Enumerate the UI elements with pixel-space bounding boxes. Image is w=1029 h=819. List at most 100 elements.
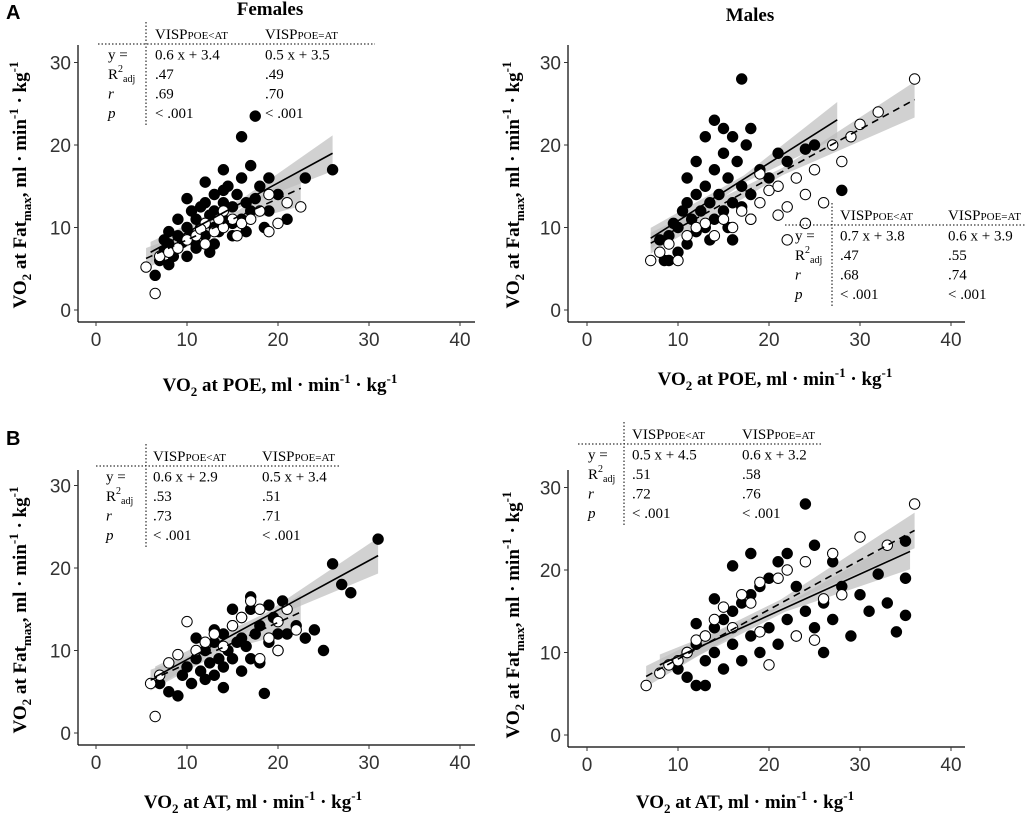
table-value-col2: .58	[742, 467, 761, 483]
table-value-col1: 0.7 x + 3.8	[840, 229, 905, 245]
x-axis-label-sub: 2	[664, 801, 671, 816]
point-visp-poe-lt-at	[699, 679, 711, 692]
stats-table: VISPPOE<AT VISPPOE=ATy = 0.6 x + 3.4 0.5 x …	[98, 22, 375, 126]
panel-label-b: B	[6, 428, 21, 450]
point-visp-poe-lt-at	[299, 632, 311, 644]
y-tick-label: 10	[50, 219, 71, 240]
y-axis-label-part: VO	[503, 280, 524, 308]
table-value-col2: .70	[265, 87, 284, 103]
point-visp-poe-eq-at	[872, 106, 884, 118]
point-visp-poe-eq-at	[726, 221, 739, 234]
point-visp-poe-lt-at	[317, 644, 330, 657]
point-visp-poe-eq-at	[163, 657, 175, 669]
point-visp-poe-eq-at	[817, 593, 830, 605]
x-axis-label-part: at POE, ml · min	[692, 369, 835, 390]
table-row-label-sup: 2	[118, 64, 123, 75]
y-axis-label-part: · kg	[503, 502, 524, 538]
point-visp-poe-lt-at	[708, 164, 721, 176]
table-row-label-part: R	[588, 467, 598, 483]
stats-table: VISPPOE<AT VISPPOE=ATy = 0.6 x + 2.9 0.5 x …	[96, 444, 340, 548]
y-axis-label-part: VO	[10, 280, 31, 308]
x-tick-label: 0	[582, 330, 593, 351]
point-visp-poe-lt-at	[226, 653, 239, 665]
table-row-label-part: R	[108, 67, 118, 83]
table-header-sub: POE<AT	[188, 30, 229, 42]
y-axis-label-part: , ml · min	[10, 544, 31, 623]
point-visp-poe-lt-at	[235, 665, 248, 677]
point-visp-poe-lt-at	[199, 176, 211, 188]
point-visp-poe-eq-at	[208, 628, 221, 640]
point-visp-poe-lt-at	[731, 155, 743, 168]
point-visp-poe-eq-at	[640, 679, 652, 692]
point-visp-poe-eq-at	[772, 209, 784, 221]
point-visp-poe-eq-at	[772, 180, 784, 192]
point-visp-poe-eq-at	[754, 168, 766, 180]
table-header-col2: VISPPOE=AT	[265, 27, 338, 43]
point-visp-poe-lt-at	[699, 131, 711, 143]
point-visp-poe-lt-at	[872, 568, 884, 580]
table-value-col2: < .001	[948, 287, 986, 303]
y-axis-label-sup: -1	[499, 108, 514, 119]
fit-line-poe-eq-at	[650, 98, 915, 244]
x-tick-label: 30	[358, 753, 379, 774]
point-visp-poe-eq-at	[681, 230, 693, 242]
table-row-label: R2adj	[795, 245, 822, 266]
x-tick-label: 10	[667, 755, 688, 776]
table-header-text: VISP	[948, 208, 981, 224]
y-axis-label-part: · kg	[10, 72, 31, 108]
point-visp-poe-lt-at	[172, 690, 184, 702]
point-visp-poe-lt-at	[726, 560, 739, 572]
point-visp-poe-lt-at	[790, 580, 802, 593]
table-row-label-sub: adj	[810, 255, 822, 266]
point-visp-poe-eq-at	[745, 597, 757, 609]
point-visp-poe-eq-at	[908, 498, 921, 510]
x-axis-label-sup: -1	[835, 365, 846, 380]
point-visp-poe-lt-at	[781, 547, 793, 560]
point-visp-poe-lt-at	[808, 539, 821, 551]
table-value-col2: < .001	[742, 506, 780, 522]
confidence-band	[646, 512, 915, 687]
point-visp-poe-lt-at	[699, 180, 711, 192]
table-value-col1: .69	[155, 87, 174, 103]
point-visp-poe-eq-at	[836, 155, 848, 168]
point-visp-poe-lt-at	[217, 164, 230, 176]
stats-table: VISPPOE<AT VISPPOE=ATy = 0.7 x + 3.8 0.6 x …	[785, 203, 1025, 307]
point-visp-poe-lt-at	[217, 681, 230, 694]
table-header-sub: POE=AT	[775, 430, 816, 442]
y-tick-label: 20	[540, 561, 561, 582]
point-visp-poe-eq-at	[745, 213, 757, 225]
table-header-text: VISP	[742, 427, 775, 443]
table-row-label: r	[108, 87, 114, 103]
point-visp-poe-eq-at	[708, 230, 721, 242]
table-row-label: y =	[795, 229, 815, 245]
table-header-text: VISP	[840, 208, 873, 224]
x-axis-label-sub: 2	[686, 378, 693, 393]
table-value-col1: 0.5 x + 4.5	[632, 448, 697, 464]
table-header-col1: VISPPOE<AT	[155, 27, 228, 43]
table-value-col1: < .001	[153, 528, 191, 544]
table-value-col2: .55	[948, 248, 967, 264]
table-header-sub: POE=AT	[298, 30, 339, 42]
point-visp-poe-eq-at	[231, 230, 243, 242]
y-axis-label-sub: max	[19, 622, 34, 646]
point-visp-poe-lt-at	[726, 638, 739, 650]
x-axis-label-sup: -1	[882, 365, 893, 380]
point-visp-poe-lt-at	[772, 638, 784, 650]
point-visp-poe-eq-at	[172, 648, 184, 661]
point-visp-poe-lt-at	[708, 114, 721, 126]
point-visp-poe-eq-at	[263, 632, 275, 644]
table-value-col2: .76	[742, 487, 761, 503]
point-visp-poe-eq-at	[226, 620, 239, 632]
y-axis-label: VO2 at Fatmax, ml · min-1 · kg-1	[499, 492, 527, 739]
table-header-col2: VISPPOE=AT	[948, 208, 1021, 224]
x-tick-label: 10	[667, 330, 688, 351]
table-value-col1: < .001	[155, 106, 193, 122]
table-row-label: r	[588, 487, 594, 503]
y-axis-label-part: , ml · min	[503, 119, 524, 198]
x-tick-label: 20	[758, 755, 779, 776]
y-axis-label-sub: 2	[512, 274, 527, 281]
table-value-col1: < .001	[840, 287, 878, 303]
table-value-col1: .53	[153, 489, 172, 505]
panel-label-a: A	[6, 2, 21, 24]
table-header-sub: POE<AT	[665, 430, 706, 442]
